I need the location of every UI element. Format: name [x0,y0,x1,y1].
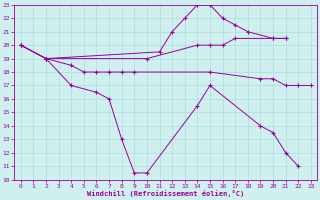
X-axis label: Windchill (Refroidissement éolien,°C): Windchill (Refroidissement éolien,°C) [87,190,244,197]
